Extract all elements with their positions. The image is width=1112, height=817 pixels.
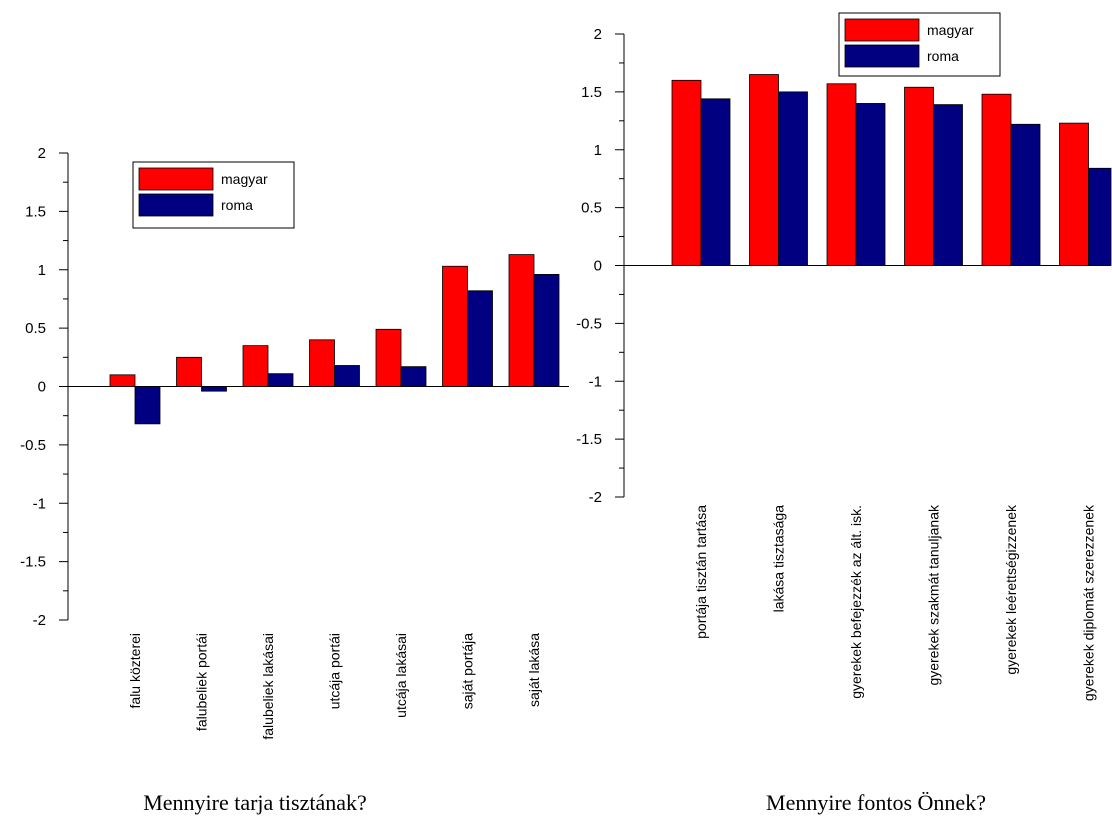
y-tick-label: -0.5 [20,437,46,454]
bar-roma [700,98,731,266]
y-tick-label: 0.5 [581,200,602,217]
y-tick-label: 0 [594,258,602,275]
bar-magyar [826,83,857,266]
y-tick-label: -1.5 [20,554,46,571]
category-label: saját lakása [526,633,542,707]
bar-roma [1010,123,1041,266]
category-label: gyerekek befejezzék az ált. isk. [848,505,864,699]
legend: magyar roma [132,161,295,229]
chart-cleanliness: 2 1.5 1 0.5 0 -0.5 -1 -1.5 -2 falu közterei falube… [20,145,569,815]
bar-roma [467,290,493,387]
bar-roma [134,386,161,425]
y-tick-label: -2 [589,489,602,506]
category-label: gyerekek leérettségizzenek [1003,504,1019,675]
y-tick-label: -1 [33,495,46,512]
bar-roma [201,386,227,392]
y-tick-label: 1.5 [25,203,46,220]
bar-roma [855,103,886,266]
bar-roma [267,373,294,387]
legend-label-roma: roma [221,197,253,213]
bar-roma [778,91,808,266]
category-label: falubeliek lakásai [260,633,276,740]
category-label: falubeliek portái [194,633,210,731]
category-label: utcája lakásai [393,633,409,718]
y-tick-label: -2 [33,612,46,629]
bar-magyar [442,265,468,387]
legend-label-roma: roma [927,48,959,64]
bar-magyar [1059,122,1089,266]
legend-swatch-magyar [138,167,214,191]
bar-roma [400,366,427,387]
bar-magyar [309,339,335,387]
category-label: gyerekek diplomát szerezzenek [1081,504,1097,701]
bar-magyar [749,74,779,266]
legend-label-magyar: magyar [927,22,974,38]
bar-magyar [176,356,202,387]
legend-label-magyar: magyar [221,171,268,187]
category-label: gyerekek szakmát tanuljanak [926,504,942,686]
y-tick-label: 0 [38,379,46,396]
y-tick-label: 1 [38,262,46,279]
category-label: portája tisztán tartása [693,505,709,639]
bar-magyar [242,345,269,387]
y-tick-label: 2 [38,145,46,162]
y-tick-label: -1 [589,373,602,390]
chart-importance: 2 1.5 1 0.5 0 -0.5 -1 -1.5 -2 portája tisztán tar… [576,12,1112,815]
y-tick-label: -0.5 [576,315,602,332]
bar-roma [533,274,560,387]
category-label: falu közterei [127,633,143,708]
bar-magyar [904,86,934,266]
y-tick-label: 2 [594,26,602,43]
legend-swatch-roma [138,193,214,217]
chart-caption: Mennyire fontos Önnek? [766,790,986,815]
bar-magyar [375,328,402,387]
y-tick-label: -1.5 [576,431,602,448]
bar-magyar [981,93,1012,266]
y-tick-label: 0.5 [25,320,46,337]
category-label: utcája portái [327,633,343,709]
bar-magyar [671,79,702,266]
legend: magyar roma [838,12,1001,77]
bar-magyar [508,254,535,387]
bar-magyar [109,374,136,387]
bar-roma [933,104,963,266]
y-tick-label: 1.5 [581,84,602,101]
bar-roma [1088,167,1112,266]
category-label: lakása tisztasága [771,505,787,613]
legend-swatch-roma [844,44,920,68]
chart-caption: Mennyire tarja tisztának? [143,790,367,815]
legend-swatch-magyar [844,18,920,42]
category-label: saját portája [460,633,476,709]
bar-roma [334,365,360,387]
y-tick-label: 1 [594,142,602,159]
